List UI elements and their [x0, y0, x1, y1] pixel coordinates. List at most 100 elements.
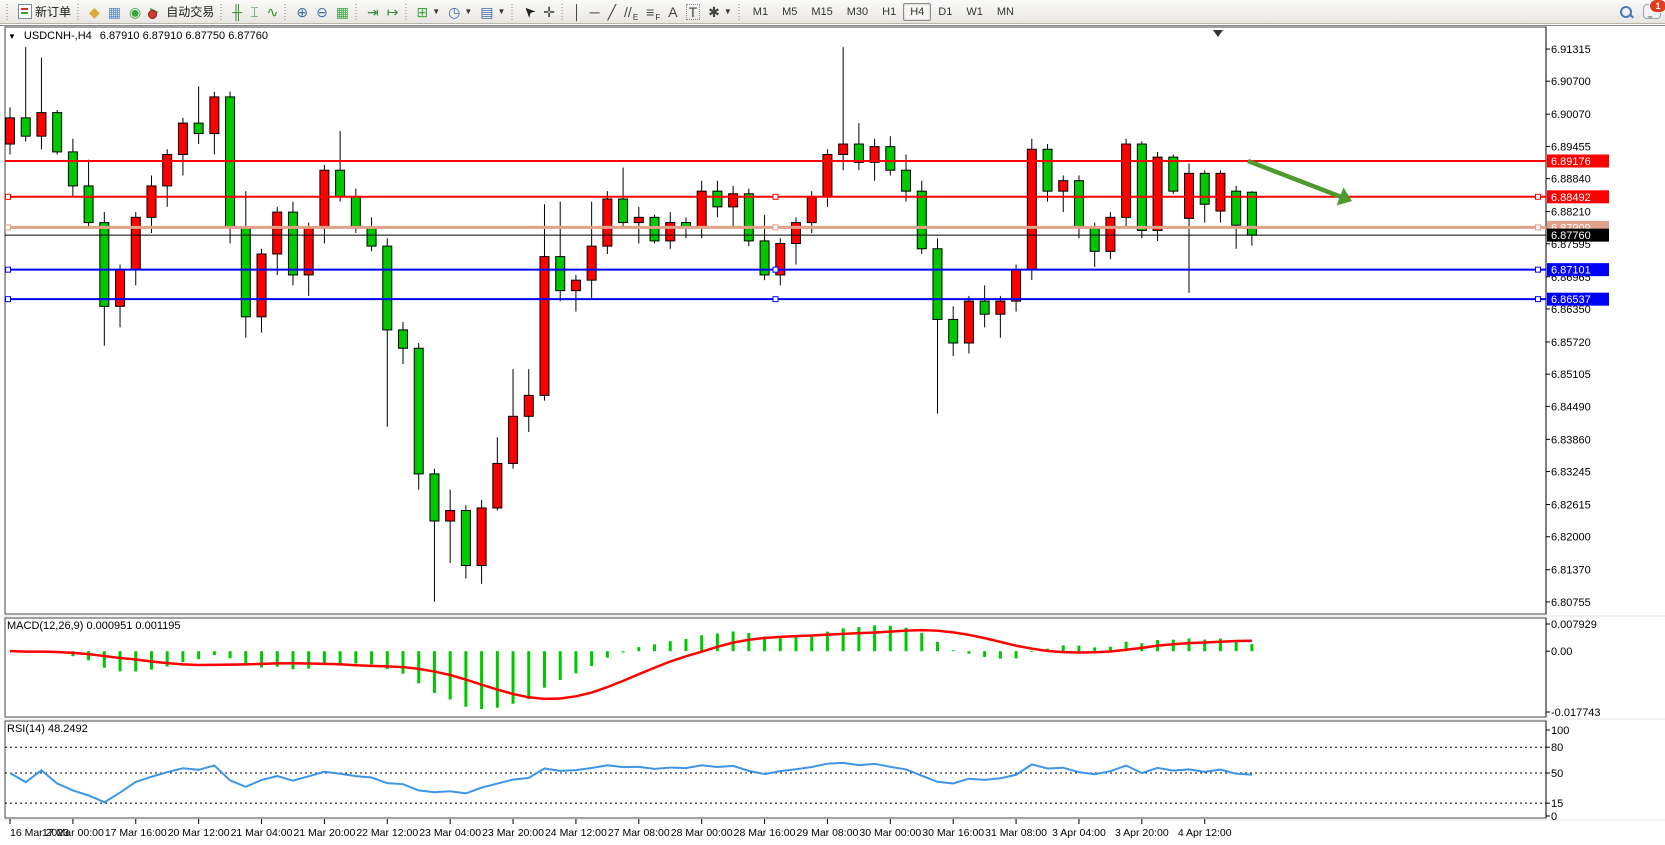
line-drag-handle[interactable]: [5, 224, 11, 231]
arrows-glyph: ✱: [708, 3, 720, 20]
macd-axis-label: 0.00: [1551, 646, 1572, 658]
chart-shift-icon[interactable]: ↦: [383, 1, 403, 23]
macd-pane[interactable]: [4, 617, 1547, 718]
timeframe-button-m5[interactable]: M5: [782, 5, 798, 18]
line-drag-handle[interactable]: [5, 193, 11, 200]
candle-body: [460, 510, 471, 567]
rsi-pane[interactable]: [4, 720, 1547, 819]
candlestick-chart-icon[interactable]: ⌶: [246, 1, 262, 23]
data-window-icon[interactable]: ▦: [104, 1, 125, 23]
autotrading-button[interactable]: 自动交易: [145, 1, 218, 23]
new-chart-button[interactable]: ⊞ ▼: [413, 1, 445, 23]
period-button[interactable]: ◷ ▼: [444, 1, 476, 23]
candle-body: [1121, 143, 1132, 218]
candle-body: [586, 245, 597, 281]
line-drag-handle[interactable]: [772, 193, 779, 200]
zoom-out-icon[interactable]: ⊖: [312, 1, 332, 23]
tile-windows-icon[interactable]: ▦: [332, 1, 353, 23]
toolbar-grip: [77, 3, 82, 20]
zoom-out-icon-glyph: ⊖: [316, 3, 328, 20]
toolbar-grip: [6, 3, 10, 20]
bar-chart-icon[interactable]: ╫: [228, 1, 246, 23]
template-button[interactable]: ▤ ▼: [476, 1, 509, 23]
toolbar-grip: [737, 3, 742, 20]
candle-body: [916, 190, 927, 250]
chart-canvas[interactable]: 6.91315 6.90700 6.90070 6.89455 6.88840 6.882…: [0, 26, 1665, 845]
new-order-icon: [18, 4, 32, 19]
line-drag-handle[interactable]: [1535, 266, 1541, 273]
horizontal-line-button[interactable]: ─: [586, 1, 604, 23]
axis-area: [1547, 721, 1664, 818]
line-drag-handle[interactable]: [772, 224, 779, 231]
macd-axis-label: 0.007929: [1551, 619, 1597, 631]
candle-body: [618, 198, 629, 224]
dropdown-arrow-icon[interactable]: ▼: [464, 7, 473, 16]
line-drag-handle[interactable]: [1535, 224, 1541, 231]
candle-body: [5, 117, 15, 145]
resistance-line-1-price-text: 6.89176: [1551, 156, 1591, 168]
candle-body: [1058, 180, 1069, 192]
trendline-glyph: ╱: [607, 3, 617, 20]
text-button[interactable]: A: [664, 1, 681, 23]
dropdown-arrow-icon[interactable]: ▼: [723, 7, 732, 16]
fibonacci-button[interactable]: ≡ F: [642, 1, 664, 23]
line-drag-handle[interactable]: [5, 266, 11, 273]
trendline-button[interactable]: ╱: [604, 1, 620, 23]
timeframe-button-m1[interactable]: M1: [752, 5, 769, 18]
time-tick-label: 3 Apr 04:00: [1052, 827, 1106, 839]
candle-body: [36, 112, 47, 137]
line-drag-handle[interactable]: [5, 296, 11, 303]
time-tick-label: 16 Mar 2023: [10, 827, 69, 839]
line-drag-handle[interactable]: [772, 296, 779, 303]
timeframe-button-m30[interactable]: M30: [846, 5, 869, 18]
candle-body: [287, 211, 298, 276]
trend-arrow-annotation[interactable]: [1247, 158, 1344, 200]
metaeditor-icon[interactable]: ◆: [85, 1, 104, 23]
candle-body: [130, 216, 141, 271]
signals-icon[interactable]: ◉: [125, 1, 145, 23]
price-tick-label: 6.86350: [1551, 304, 1591, 316]
candle-body: [901, 169, 912, 192]
candle-body: [1042, 148, 1053, 192]
notifications-icon[interactable]: 1: [1643, 0, 1665, 19]
new-order-button-label: 新订单: [35, 5, 72, 19]
channel-button[interactable]: //E: [620, 1, 642, 23]
chart-shift-marker[interactable]: [1213, 30, 1223, 37]
axis-area: [1547, 618, 1664, 717]
dropdown-arrow-icon[interactable]: ▼: [432, 7, 441, 16]
crosshair-button[interactable]: ✛: [539, 1, 559, 23]
line-drag-handle[interactable]: [772, 266, 779, 273]
price-pane[interactable]: [4, 26, 1547, 615]
new-order-button[interactable]: 新订单: [14, 1, 75, 23]
timeframe-button-h4[interactable]: H4: [903, 2, 932, 21]
bar-chart-icon-glyph: ╫: [232, 3, 243, 20]
zoom-in-icon[interactable]: ⊕: [292, 1, 312, 23]
timeframe-button-d1[interactable]: D1: [938, 5, 953, 18]
timeframe-button-h1[interactable]: H1: [882, 5, 897, 18]
timeframe-button-mn[interactable]: MN: [996, 5, 1014, 18]
candle-body: [995, 300, 1006, 315]
candle-body: [1105, 216, 1116, 252]
timeframe-button-m15[interactable]: M15: [811, 5, 833, 18]
arrows-button[interactable]: ✱ ▼: [704, 1, 736, 23]
line-chart-icon[interactable]: ∿: [263, 1, 283, 23]
timeframe-button-w1[interactable]: W1: [966, 5, 983, 18]
cursor-button[interactable]: ➤: [519, 1, 540, 23]
line-drag-handle[interactable]: [1535, 296, 1541, 303]
candle-body: [775, 243, 786, 276]
candle-body: [398, 329, 408, 349]
time-tick-label: 30 Mar 16:00: [922, 827, 984, 839]
rsi-axis-label: 100: [1551, 725, 1569, 737]
text-label-button[interactable]: T: [682, 1, 705, 23]
vertical-line-button[interactable]: │: [569, 1, 586, 23]
candle-body: [382, 245, 393, 331]
dropdown-arrow-icon[interactable]: ▼: [497, 7, 506, 16]
candle-body: [853, 143, 864, 163]
search-icon[interactable]: [1619, 5, 1633, 19]
chart-title-dropdown-icon[interactable]: ▼: [8, 31, 16, 41]
price-tick-label: 6.89455: [1551, 141, 1591, 153]
support-line-2-price-label: [1547, 292, 1609, 306]
line-drag-handle[interactable]: [1535, 193, 1541, 200]
candle-body: [523, 394, 534, 417]
auto-scroll-icon[interactable]: ⇥: [363, 1, 383, 23]
